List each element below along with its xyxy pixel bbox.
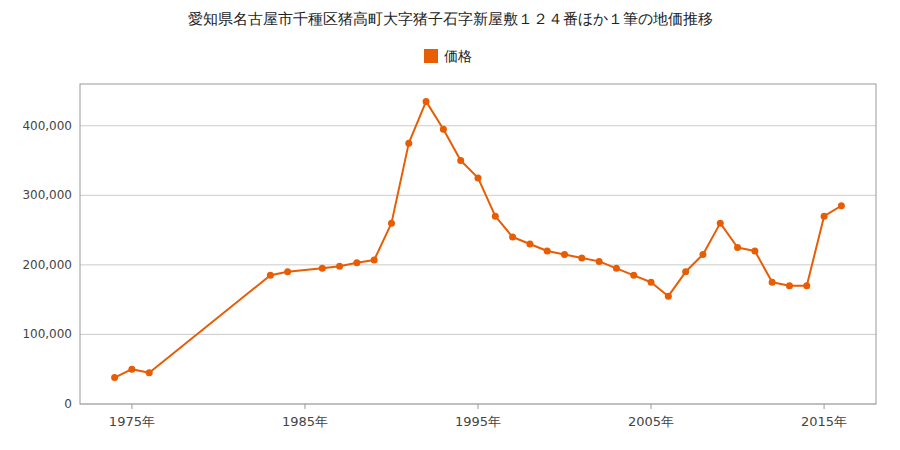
y-tick-label: 0 [64, 397, 72, 411]
legend: 価格 [424, 48, 472, 64]
marker [128, 366, 135, 373]
marker [821, 213, 828, 220]
legend-label: 価格 [444, 48, 472, 64]
x-tick [304, 404, 305, 409]
plot-frame [80, 84, 876, 404]
marker [319, 265, 326, 272]
marker [786, 282, 793, 289]
grid-line [80, 195, 876, 196]
x-tick [131, 404, 132, 409]
y-tick-label: 100,000 [22, 327, 72, 341]
marker [423, 98, 430, 105]
marker [613, 265, 620, 272]
x-tick [478, 404, 479, 409]
marker [717, 220, 724, 227]
y-tick-label: 200,000 [22, 258, 72, 272]
legend-swatch [424, 49, 438, 63]
chart: 愛知県名古屋市千種区猪高町大字猪子石字新屋敷１２４番ほか１筆の地価推移 0 100,… [0, 0, 900, 450]
marker [440, 126, 447, 133]
data [111, 98, 845, 381]
marker [769, 279, 776, 286]
marker [457, 157, 464, 164]
y-tick-label: 300,000 [22, 188, 72, 202]
marker [803, 282, 810, 289]
marker [509, 234, 516, 241]
marker [405, 140, 412, 147]
marker [267, 272, 274, 279]
marker [596, 258, 603, 265]
x-axis: 1975年 1985年 1995年 2005年 2015年 [109, 404, 847, 429]
grid-line [80, 334, 876, 335]
marker [648, 279, 655, 286]
marker [838, 202, 845, 209]
marker [544, 247, 551, 254]
marker [630, 272, 637, 279]
x-tick-label: 2015年 [801, 414, 847, 429]
marker [526, 241, 533, 248]
marker [146, 369, 153, 376]
x-tick [824, 404, 825, 409]
marker [751, 247, 758, 254]
grid-line [80, 264, 876, 265]
marker [578, 254, 585, 261]
marker [699, 251, 706, 258]
marker [353, 259, 360, 266]
grid-line [80, 125, 876, 126]
marker [492, 213, 499, 220]
marker [336, 263, 343, 270]
y-tick-label: 400,000 [22, 119, 72, 133]
title: 愛知県名古屋市千種区猪高町大字猪子石字新屋敷１２４番ほか１筆の地価推移 [188, 10, 713, 28]
marker [111, 374, 118, 381]
x-tick [651, 404, 652, 409]
y-grid: 0 100,000 200,000 300,000 400,000 [22, 119, 876, 411]
marker [665, 293, 672, 300]
marker [682, 268, 689, 275]
marker [734, 244, 741, 251]
x-tick-label: 1995年 [455, 414, 501, 429]
x-tick-label: 1985年 [282, 414, 328, 429]
x-tick-label: 1975年 [109, 414, 155, 429]
x-tick-label: 2005年 [628, 414, 674, 429]
marker [284, 268, 291, 275]
line [115, 101, 842, 377]
marker [388, 220, 395, 227]
marker [561, 251, 568, 258]
marker [371, 257, 378, 264]
marker [475, 174, 482, 181]
